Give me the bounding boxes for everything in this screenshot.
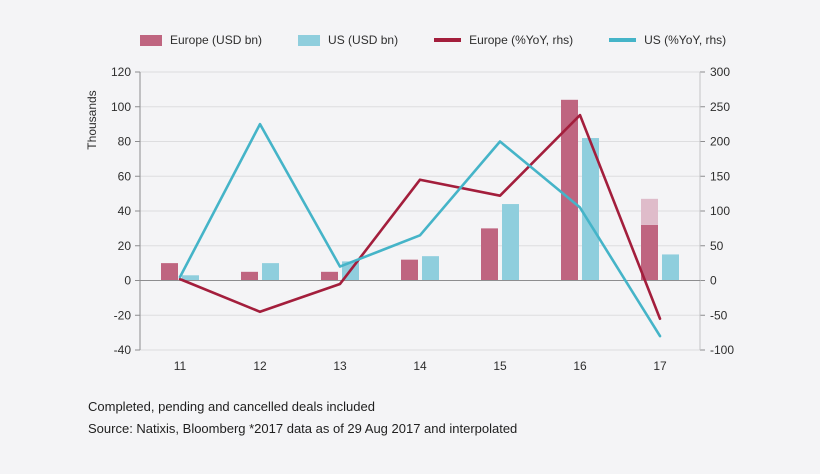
right-axis-tick-label: 300 [710, 65, 730, 79]
chart-footnotes: Completed, pending and cancelled deals i… [88, 396, 517, 440]
left-axis-tick-label: 0 [124, 274, 131, 288]
europe-bar-swatch-icon [140, 34, 162, 46]
bar-europe-14 [401, 259, 418, 281]
right-axis-tick-label: 100 [710, 204, 730, 218]
legend-item-us-yoy: US (%YoY, rhs) [609, 33, 726, 47]
right-axis-tick-label: 150 [710, 169, 730, 183]
right-axis-tick-label: -100 [710, 343, 734, 357]
bar-europe-11 [161, 263, 178, 281]
bar-us-15 [502, 204, 519, 281]
left-axis-tick-label: -20 [114, 308, 132, 322]
chart-legend: Europe (USD bn) US (USD bn) Europe (%YoY… [140, 33, 726, 47]
bar-us-16 [582, 138, 599, 281]
bar-europe-16 [561, 99, 578, 281]
bar-europe-17 [641, 224, 658, 281]
right-axis-tick-label: 0 [710, 274, 717, 288]
bar-europe-13 [321, 271, 338, 281]
bar-europe-15 [481, 228, 498, 281]
left-axis-tick-label: 80 [118, 135, 132, 149]
footnote-source: Source: Natixis, Bloomberg *2017 data as… [88, 421, 518, 436]
europe-line-swatch-icon [434, 38, 462, 42]
bar-us-12 [262, 263, 279, 281]
left-axis-tick-label: 20 [118, 239, 132, 253]
x-axis-tick-label: 16 [573, 359, 587, 373]
left-axis-tick-label: 120 [111, 65, 131, 79]
bar-europe-12 [241, 271, 258, 281]
legend-item-us-usd: US (USD bn) [298, 33, 398, 47]
legend-label: US (%YoY, rhs) [644, 33, 727, 47]
line-us-yoy [178, 122, 662, 338]
us-bar-swatch-icon [298, 34, 321, 46]
right-axis-tick-label: -50 [710, 308, 728, 322]
line-europe-yoy [178, 113, 662, 321]
x-axis-tick-label: 17 [653, 359, 667, 373]
bar-europe-17-interpolated [641, 198, 658, 225]
bar-us-14 [422, 256, 439, 281]
legend-item-europe-usd: Europe (USD bn) [140, 33, 262, 47]
legend-label: US (USD bn) [328, 33, 399, 47]
combo-chart: 120100806040200-20-40300250200150100500-… [85, 65, 734, 373]
x-axis-tick-label: 15 [493, 359, 507, 373]
left-axis-tick-label: 40 [118, 204, 132, 218]
bar-us-11 [182, 275, 199, 281]
us-line-swatch-icon [609, 38, 637, 42]
x-axis-tick-label: 11 [174, 359, 187, 373]
legend-label: Europe (%YoY, rhs) [469, 33, 574, 47]
x-axis-tick-label: 14 [413, 359, 427, 373]
right-axis-tick-label: 50 [710, 239, 724, 253]
right-axis-tick-label: 250 [710, 100, 730, 114]
right-axis-tick-label: 200 [710, 135, 730, 149]
legend-label: Europe (USD bn) [170, 33, 263, 47]
left-axis-title: Thousands [85, 90, 99, 149]
left-axis-tick-label: 60 [118, 169, 132, 183]
left-axis-tick-label: -40 [114, 343, 132, 357]
bar-us-17 [662, 254, 679, 281]
legend-item-europe-yoy: Europe (%YoY, rhs) [434, 33, 573, 47]
x-axis-tick-label: 12 [253, 359, 267, 373]
x-axis-tick-label: 13 [333, 359, 347, 373]
left-axis-tick-label: 100 [111, 100, 131, 114]
footnote-deals-note: Completed, pending and cancelled deals i… [88, 399, 375, 414]
